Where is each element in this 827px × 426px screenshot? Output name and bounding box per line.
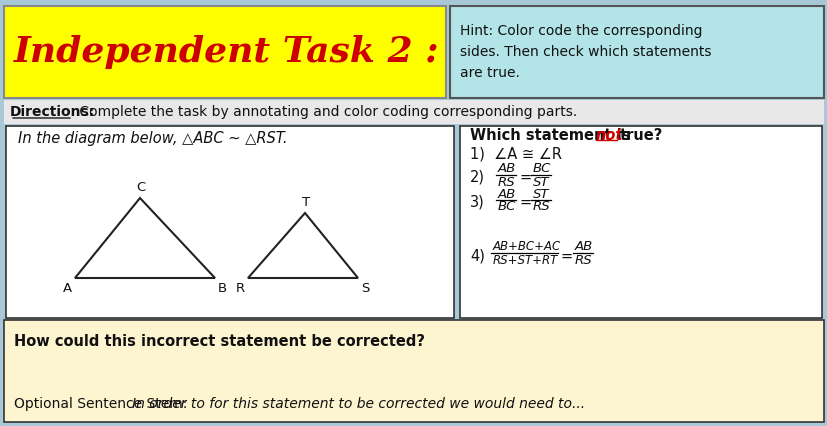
Text: BC: BC	[533, 162, 551, 176]
Bar	[6, 126, 453, 318]
Text: Complete the task by annotating and color coding corresponding parts.: Complete the task by annotating and colo…	[75, 105, 576, 119]
Text: RS+ST+RT: RS+ST+RT	[492, 254, 557, 268]
Text: Independent Task 2 :: Independent Task 2 :	[14, 35, 439, 69]
Text: 4): 4)	[470, 248, 485, 264]
Text: In order to for this statement to be corrected we would need to...: In order to for this statement to be cor…	[131, 397, 585, 411]
Text: 3): 3)	[470, 195, 484, 210]
Text: B: B	[218, 282, 227, 295]
Text: RS: RS	[574, 254, 592, 268]
Text: ST: ST	[533, 176, 549, 188]
Text: AB: AB	[574, 241, 592, 253]
Text: =: =	[519, 195, 532, 210]
Text: Directions:: Directions:	[10, 105, 95, 119]
Text: 2): 2)	[470, 170, 485, 184]
Text: =: =	[561, 248, 572, 264]
Text: true?: true?	[619, 127, 662, 143]
Text: How could this incorrect statement be corrected?: How could this incorrect statement be co…	[14, 334, 424, 349]
Text: RS: RS	[497, 176, 515, 188]
Text: RS: RS	[533, 201, 550, 213]
Text: not: not	[595, 127, 623, 143]
Bar	[449, 6, 823, 98]
Text: BC: BC	[497, 201, 516, 213]
Text: ST: ST	[533, 187, 549, 201]
Text: Hint: Color code the corresponding
sides. Then check which statements
are true.: Hint: Color code the corresponding sides…	[460, 24, 710, 80]
Text: A: A	[63, 282, 72, 295]
Text: In the diagram below, △ABC ~ △RST.: In the diagram below, △ABC ~ △RST.	[18, 130, 287, 146]
Text: Optional Sentence Stem:: Optional Sentence Stem:	[14, 397, 192, 411]
Bar	[4, 320, 823, 422]
Text: AB: AB	[497, 162, 515, 176]
Text: Which statement is: Which statement is	[470, 127, 635, 143]
Text: =: =	[519, 170, 532, 184]
Text: T: T	[302, 196, 310, 209]
Bar	[460, 126, 821, 318]
Bar	[4, 100, 823, 124]
Text: C: C	[136, 181, 145, 194]
Text: R: R	[236, 282, 245, 295]
Text: 1)  ∠A ≅ ∠R: 1) ∠A ≅ ∠R	[470, 147, 562, 161]
Bar	[4, 6, 446, 98]
Text: S: S	[361, 282, 369, 295]
Text: AB+BC+AC: AB+BC+AC	[492, 241, 561, 253]
Text: AB: AB	[497, 187, 515, 201]
